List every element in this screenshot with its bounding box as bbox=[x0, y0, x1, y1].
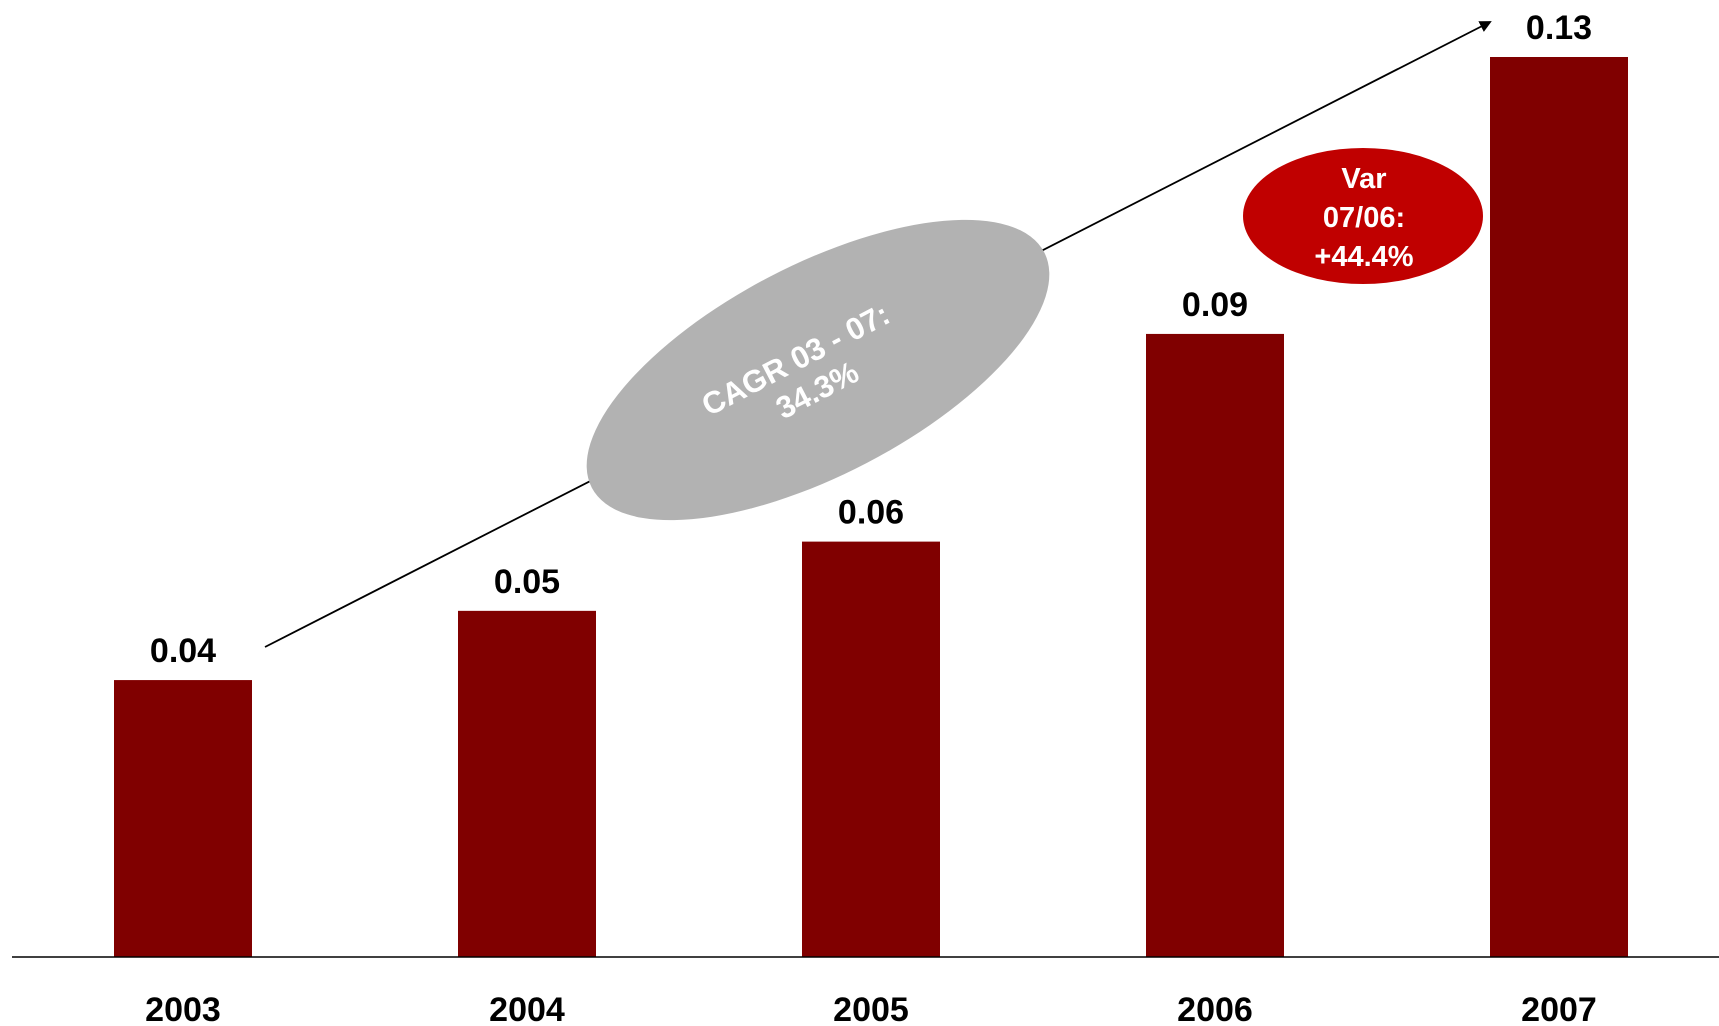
bars: 0.04 2003 0.05 2004 0.06 2005 0.09 2006 0.13 2007 bbox=[114, 9, 1628, 1026]
data-label-2004: 0.05 bbox=[494, 563, 560, 601]
x-tick-label-2006: 2006 bbox=[1177, 991, 1253, 1026]
x-tick-label-2007: 2007 bbox=[1521, 991, 1597, 1026]
x-tick-label-2004: 2004 bbox=[489, 991, 565, 1026]
data-label-2003: 0.04 bbox=[150, 632, 216, 670]
cagr-annotation: CAGR 03 - 07: 34.3% bbox=[586, 219, 1050, 521]
bar-2005 bbox=[802, 541, 940, 957]
variation-annotation: Var 07/06: +44.4% bbox=[1243, 148, 1483, 284]
data-label-2006: 0.09 bbox=[1182, 286, 1248, 324]
variation-ellipse bbox=[1243, 148, 1483, 284]
variation-label-line-3: +44.4% bbox=[1314, 241, 1413, 273]
bar-2007 bbox=[1490, 57, 1628, 957]
data-label-2005: 0.06 bbox=[838, 494, 904, 532]
bar-2006 bbox=[1146, 333, 1284, 957]
x-tick-label-2005: 2005 bbox=[833, 991, 909, 1026]
cagr-ellipse bbox=[586, 219, 1050, 521]
bar-2004 bbox=[458, 610, 596, 957]
variation-label-line-1: Var bbox=[1341, 163, 1386, 195]
bar-2003 bbox=[114, 680, 252, 957]
variation-label-line-2: 07/06: bbox=[1323, 202, 1405, 234]
x-tick-label-2003: 2003 bbox=[145, 991, 221, 1026]
data-label-2007: 0.13 bbox=[1526, 9, 1592, 47]
